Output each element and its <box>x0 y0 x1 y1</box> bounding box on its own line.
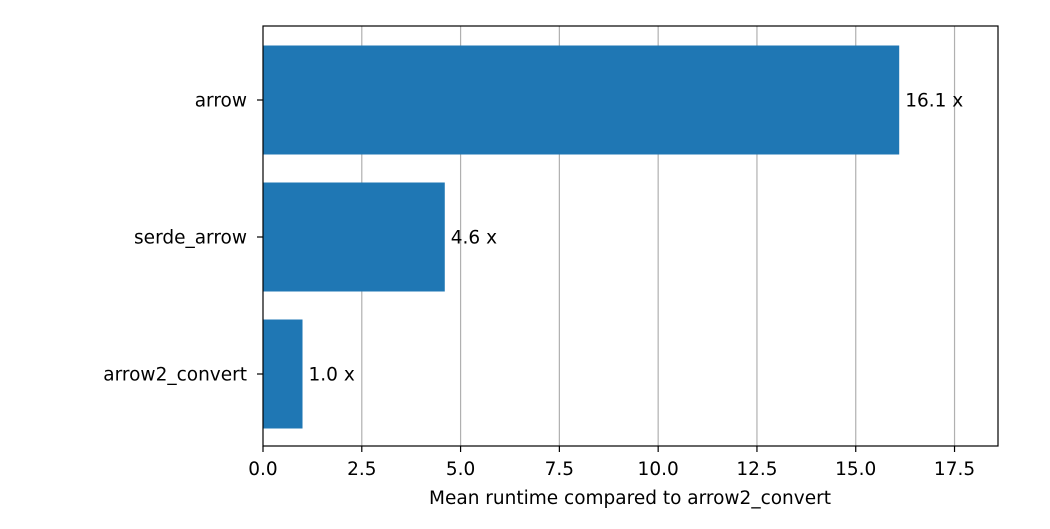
data-label: 16.1 x <box>905 91 963 112</box>
x-axis-label: Mean runtime compared to arrow2_convert <box>429 488 831 509</box>
bars <box>263 45 900 429</box>
x-axis-ticks: 0.0 2.5 5.0 7.5 10.0 12.5 15.0 17.5 <box>248 446 975 480</box>
x-tick-label: 2.5 <box>347 459 376 480</box>
data-label: 1.0 x <box>309 365 355 386</box>
bar-serde-arrow <box>263 182 445 292</box>
data-label: 4.6 x <box>451 228 497 249</box>
x-tick-label: 12.5 <box>736 459 777 480</box>
bar-arrow <box>263 45 900 155</box>
x-tick-label: 15.0 <box>835 459 876 480</box>
plot-frame <box>262 25 999 447</box>
y-tick-label: arrow <box>195 91 247 112</box>
x-tick-label: 5.0 <box>446 459 475 480</box>
x-tick-label: 17.5 <box>934 459 975 480</box>
y-tick-label: serde_arrow <box>134 228 247 249</box>
x-tick-label: 7.5 <box>545 459 574 480</box>
y-tick-label: arrow2_convert <box>103 365 247 386</box>
bar-arrow2-convert <box>263 319 303 429</box>
y-axis-ticks: arrow serde_arrow arrow2_convert <box>103 91 263 386</box>
x-tick-label: 0.0 <box>248 459 277 480</box>
x-tick-label: 10.0 <box>638 459 679 480</box>
data-labels: 16.1 x 4.6 x 1.0 x <box>309 91 964 386</box>
